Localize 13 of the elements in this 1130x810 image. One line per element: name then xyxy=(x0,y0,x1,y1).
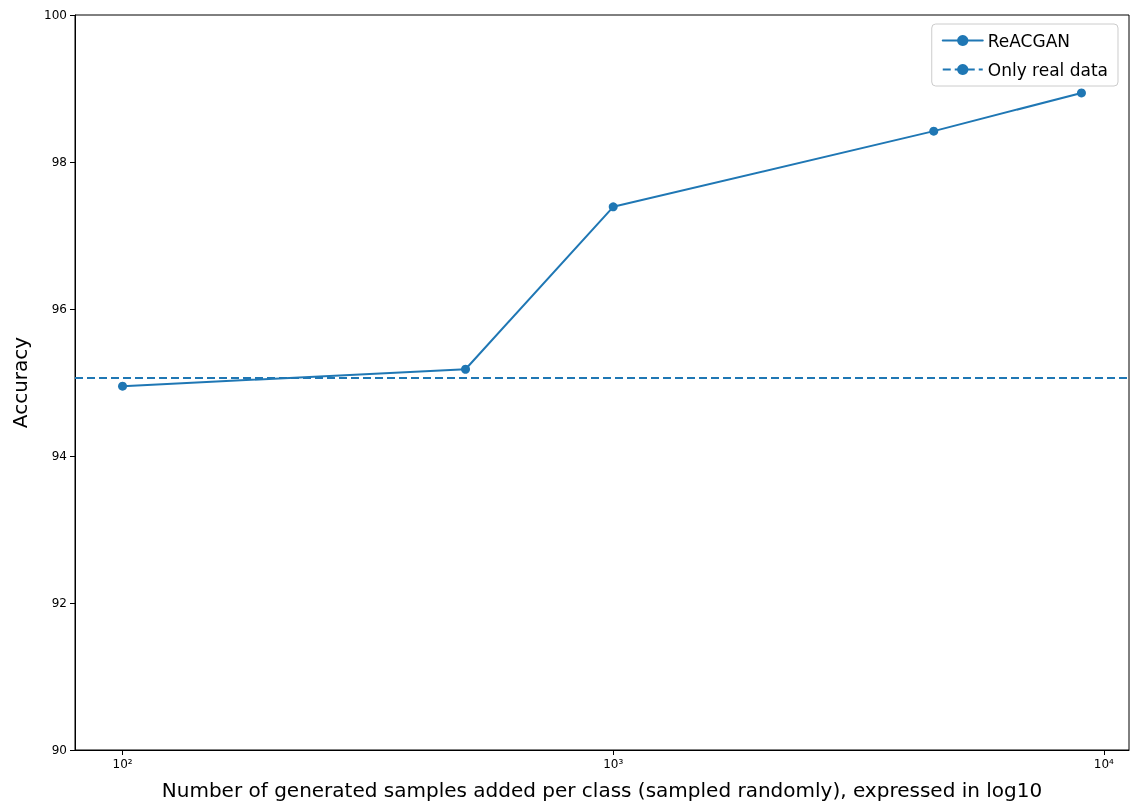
legend-label: ReACGAN xyxy=(987,30,1070,51)
x-tick-label: 10² xyxy=(112,757,133,771)
y-tick-label: 90 xyxy=(51,743,67,757)
y-tick-label: 98 xyxy=(51,155,67,169)
x-axis-title: Number of generated samples added per class (sampled randomly), expressed in log10 xyxy=(161,778,1043,802)
y-tick-label: 92 xyxy=(51,596,67,610)
x-tick-label: 10³ xyxy=(603,757,624,771)
legend-label: Only real data xyxy=(987,59,1109,80)
y-axis-title: Accuracy xyxy=(8,336,32,429)
y-tick-label: 94 xyxy=(51,449,67,463)
x-tick-label: 10⁴ xyxy=(1093,757,1115,771)
y-tick-label: 96 xyxy=(51,302,67,316)
y-tick-label: 100 xyxy=(44,8,67,22)
